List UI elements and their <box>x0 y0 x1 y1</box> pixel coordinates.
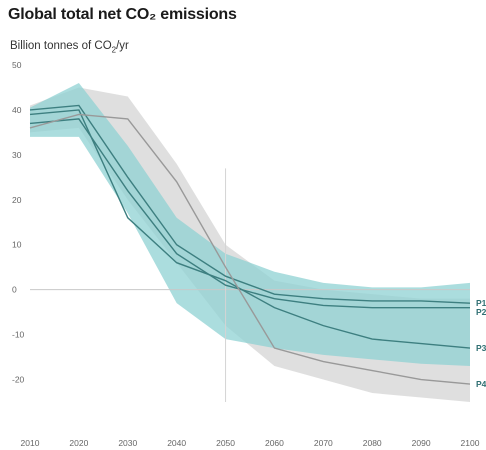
y-tick-label: 40 <box>12 105 22 115</box>
series-line-p2 <box>29 118 470 309</box>
x-tick-label: 2060 <box>265 438 284 448</box>
y-axis-label-suffix: /yr <box>116 40 129 52</box>
x-tick-label: 2020 <box>69 438 88 448</box>
series-label-p2: P2 <box>476 307 486 317</box>
y-tick-label: 10 <box>12 240 22 250</box>
chart-title: Global total net CO₂ emissions <box>8 6 237 23</box>
x-tick-label: 2090 <box>412 438 431 448</box>
x-tick-label: 2050 <box>216 438 235 448</box>
series-label-p4: P4 <box>476 379 486 389</box>
series-line-p1 <box>29 104 471 304</box>
y-tick-label: 20 <box>12 195 22 205</box>
series-line-p3 <box>29 109 471 349</box>
y-axis-label: Billion tonnes of CO2/yr <box>10 40 129 54</box>
series-label-p1: P1 <box>476 298 486 308</box>
x-tick-label: 2100 <box>461 438 480 448</box>
series-line-p4 <box>29 113 471 385</box>
y-tick-label: -20 <box>12 375 25 385</box>
range-band-2 <box>30 82 470 367</box>
x-tick-label: 2010 <box>21 438 40 448</box>
y-tick-label: 30 <box>12 150 22 160</box>
x-tick-label: 2030 <box>118 438 137 448</box>
y-axis-label-prefix: Billion tonnes of CO <box>10 40 112 52</box>
y-tick-label: 50 <box>12 60 22 70</box>
y-tick-label: -10 <box>12 330 25 340</box>
y-axis-label-subscript: 2 <box>111 45 117 55</box>
series-label-p3: P3 <box>476 343 486 353</box>
x-tick-label: 2040 <box>167 438 186 448</box>
y-tick-label: 0 <box>12 285 17 295</box>
x-tick-label: 2080 <box>363 438 382 448</box>
x-tick-label: 2070 <box>314 438 333 448</box>
